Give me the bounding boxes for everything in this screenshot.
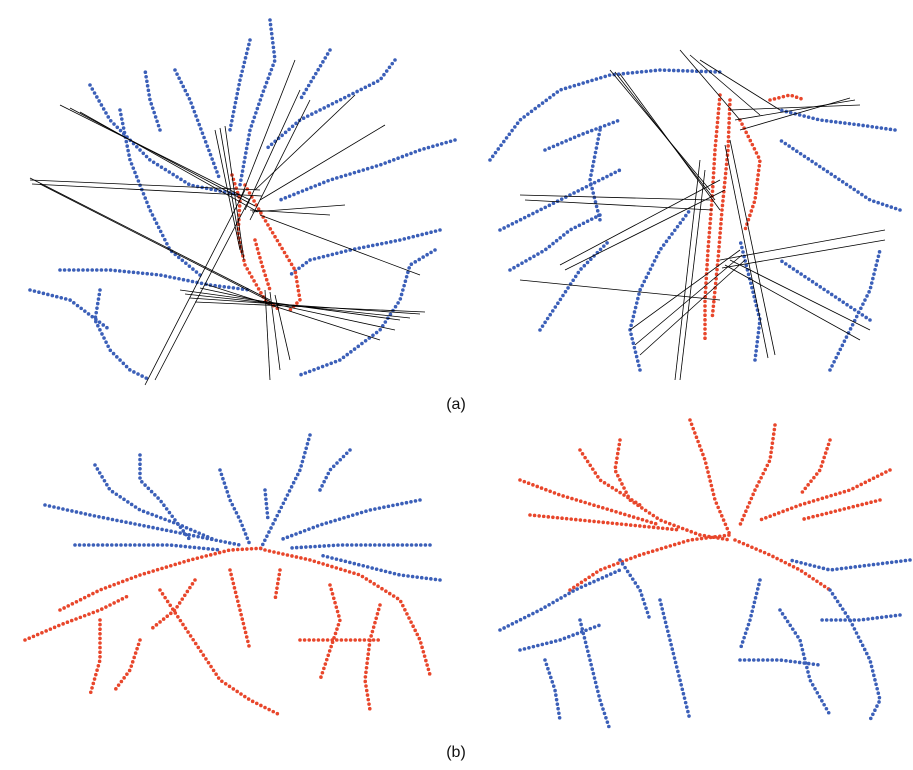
branch <box>273 568 282 602</box>
branch <box>118 108 202 277</box>
branch <box>488 68 722 162</box>
branch <box>93 463 217 542</box>
branch <box>778 108 897 132</box>
panel-b-right <box>498 418 912 732</box>
branch <box>58 546 267 612</box>
branch <box>543 118 622 152</box>
central-branch <box>243 183 302 312</box>
branch <box>778 258 872 322</box>
branch <box>628 208 692 372</box>
branch <box>28 288 112 332</box>
branch <box>658 598 692 722</box>
branch <box>778 608 832 717</box>
branch <box>613 438 732 542</box>
branch <box>318 448 352 492</box>
branch <box>798 498 882 522</box>
branch <box>528 513 682 532</box>
branch <box>738 238 762 362</box>
central-branch <box>768 93 807 102</box>
branch <box>498 568 622 632</box>
branch <box>278 138 457 202</box>
branch <box>688 418 732 537</box>
central-branch <box>738 118 762 232</box>
branch <box>788 558 912 572</box>
branch <box>218 468 252 547</box>
branch <box>58 268 252 292</box>
branch <box>288 228 442 277</box>
branch <box>143 68 162 132</box>
branch <box>263 488 270 522</box>
branch <box>23 593 132 642</box>
branch <box>288 543 432 550</box>
branch <box>88 618 102 697</box>
branch <box>778 138 902 212</box>
central-branch <box>703 93 722 342</box>
branch <box>568 533 732 592</box>
branch <box>258 433 312 552</box>
correspondence-lines <box>29 59 426 386</box>
branch <box>618 558 652 622</box>
branch <box>363 603 382 712</box>
branch <box>148 578 197 632</box>
branch <box>263 58 397 152</box>
branch <box>173 68 222 182</box>
branch <box>798 438 832 497</box>
branch <box>228 568 252 652</box>
panel-label: (a) <box>446 396 466 413</box>
branch <box>538 238 612 332</box>
branch <box>508 213 602 272</box>
panel-label: (b) <box>446 744 466 761</box>
branch <box>138 453 192 542</box>
branch <box>498 168 622 232</box>
branch <box>518 623 602 652</box>
branch <box>43 503 242 547</box>
branch <box>263 548 432 677</box>
branch <box>113 638 142 692</box>
panel-b-left <box>23 433 442 717</box>
branch <box>73 543 222 552</box>
branch <box>828 248 882 372</box>
central-branch <box>710 98 732 322</box>
branch <box>733 538 832 592</box>
central-branch <box>253 238 272 292</box>
branch <box>158 588 282 717</box>
branch <box>588 128 602 222</box>
branch <box>278 498 422 542</box>
branch <box>298 48 332 102</box>
branch <box>738 578 762 652</box>
correspondence-lines <box>519 49 886 381</box>
branch <box>578 618 612 732</box>
branch <box>298 248 437 377</box>
panel-a-left <box>28 18 457 386</box>
branch <box>738 658 822 667</box>
branch <box>738 423 777 527</box>
branch <box>758 468 892 522</box>
branch <box>828 588 882 722</box>
branch <box>318 553 442 582</box>
branch <box>238 18 277 187</box>
panel-a-right <box>488 49 902 381</box>
branch <box>518 478 662 527</box>
branch <box>228 38 252 132</box>
branch <box>318 583 342 682</box>
branch <box>93 288 152 382</box>
branch <box>543 658 562 722</box>
branch <box>88 83 242 197</box>
branch <box>578 448 642 507</box>
branch <box>818 613 902 622</box>
